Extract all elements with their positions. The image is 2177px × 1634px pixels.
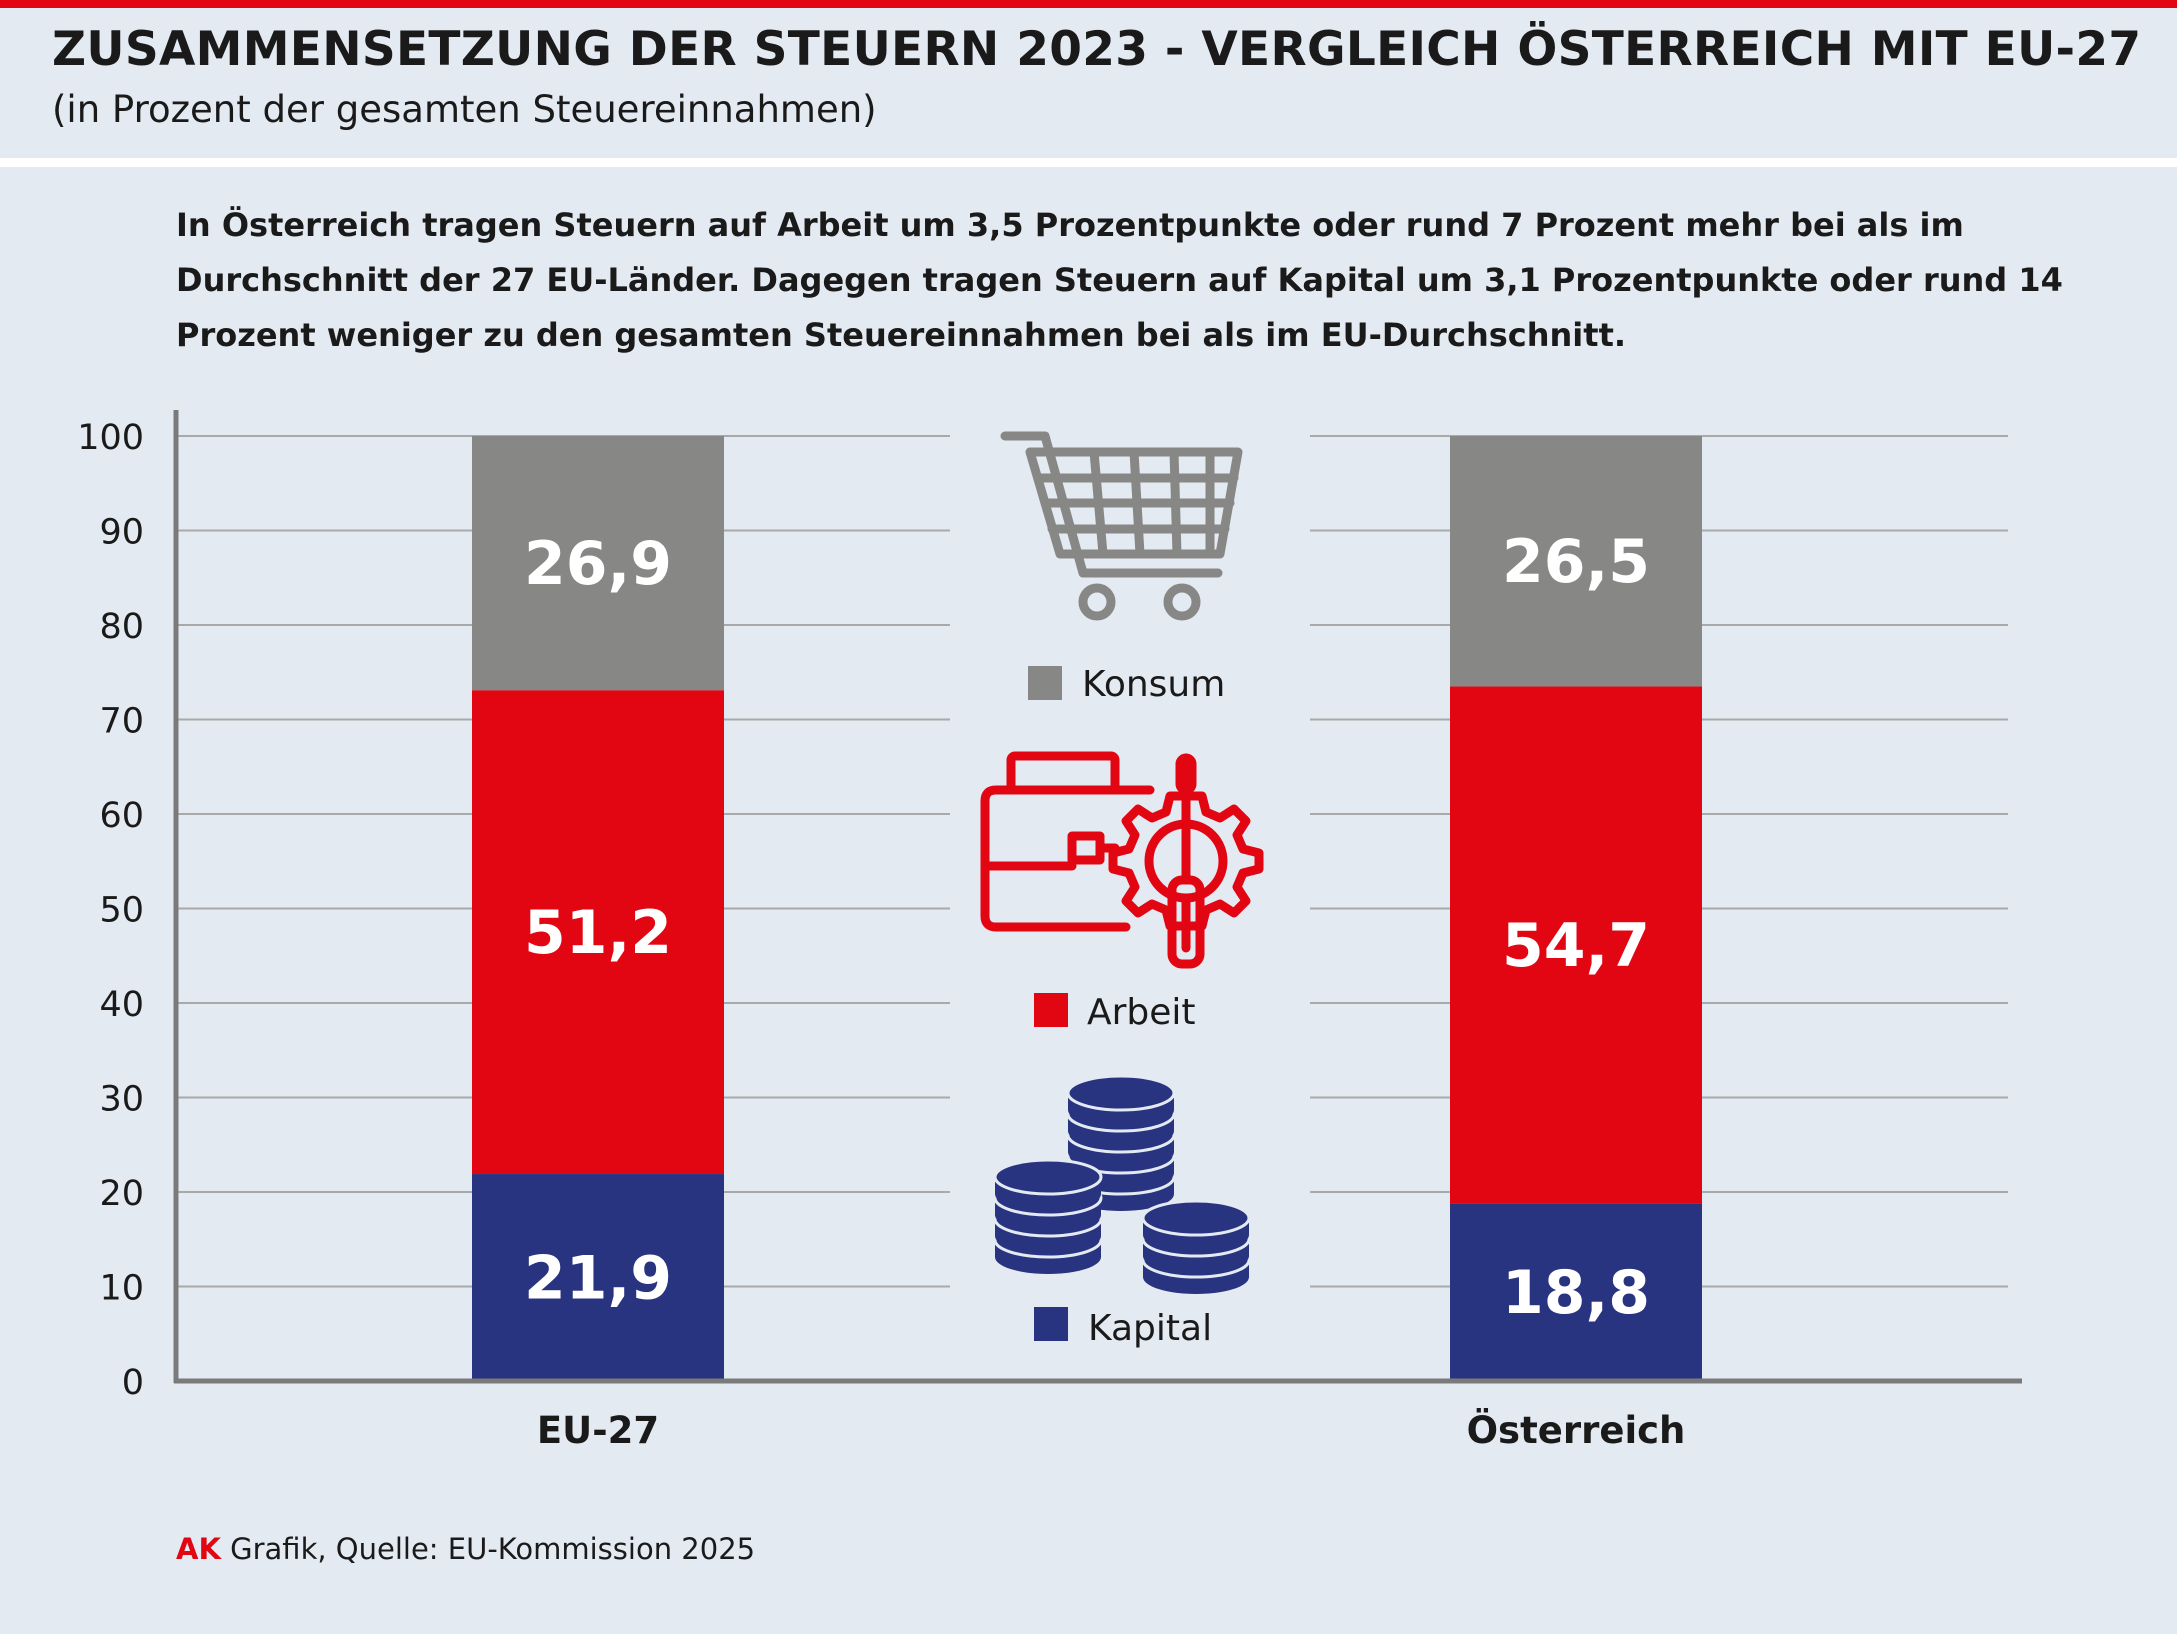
y-tick-label: 30: [99, 1080, 144, 1120]
legend-label-arbeit: Arbeit: [1087, 992, 1196, 1033]
data-label: 54,7: [1502, 911, 1650, 981]
y-tick-label: 20: [99, 1174, 144, 1214]
data-label: 18,8: [1502, 1258, 1650, 1328]
chart-title: ZUSAMMENSETZUNG DER STEUERN 2023 - VERGL…: [52, 22, 2142, 77]
top-accent-bar: [0, 0, 2177, 8]
description-line: In Österreich tragen Steuern auf Arbeit …: [176, 206, 1964, 244]
legend-swatch-arbeit: [1034, 993, 1068, 1027]
source-footer: AK Grafik, Quelle: EU-Kommission 2025: [176, 1532, 755, 1566]
y-tick-label: 0: [122, 1363, 144, 1403]
x-category-label: EU-27: [537, 1409, 659, 1452]
description-text: In Österreich tragen Steuern auf Arbeit …: [176, 198, 2076, 363]
shopping-cart-icon: [1000, 431, 1243, 621]
bar-segment-arbeit: [1450, 686, 1702, 1204]
legend-swatch-konsum: [1028, 666, 1062, 700]
y-tick-label: 60: [99, 796, 144, 836]
description-line: Prozent weniger zu den gesamten Steuerei…: [176, 316, 1627, 354]
header-band: [0, 8, 2177, 158]
y-tick-label: 100: [77, 418, 144, 458]
legend-label-kapital: Kapital: [1088, 1308, 1212, 1349]
bars-layer: 21,9 51,2 26,9 18,8 54,7 26,5: [472, 436, 1702, 1381]
chart-subtitle: (in Prozent der gesamten Steuereinnahmen…: [52, 88, 877, 131]
legend-label-konsum: Konsum: [1082, 664, 1225, 705]
data-label: 51,2: [524, 898, 672, 968]
y-tick-label: 80: [99, 607, 144, 647]
y-tick-label: 70: [99, 702, 144, 742]
bar-segment-konsum: [472, 436, 724, 691]
data-label: 26,5: [1502, 527, 1650, 597]
brand-label: AK: [176, 1532, 221, 1566]
y-tick-label: 10: [99, 1269, 144, 1309]
data-label: 26,9: [524, 529, 672, 599]
bar-segment-kapital: [472, 1174, 724, 1381]
bar-segment-konsum: [1450, 436, 1702, 687]
legend-swatch-kapital: [1034, 1307, 1068, 1341]
y-tick-label: 40: [99, 985, 144, 1025]
data-label: 21,9: [524, 1244, 672, 1314]
y-tick-label: 90: [99, 513, 144, 553]
axis-layer: 0 10 20 30 40 50 60 70 80 90 100 EU-27 Österreich: [77, 410, 2022, 1452]
coin-stacks-icon: [993, 1074, 1251, 1294]
bar-segment-arbeit: [472, 690, 724, 1175]
x-category-label: Österreich: [1467, 1408, 1686, 1452]
header-separator: [0, 158, 2177, 167]
bar-segment-kapital: [1450, 1203, 1702, 1381]
description-line: Durchschnitt der 27 EU-Länder. Dagegen t…: [176, 261, 2063, 299]
source-text: Grafik, Quelle: EU-Kommission 2025: [220, 1532, 756, 1566]
toolbox-gear-screwdriver-icon: [980, 751, 1264, 969]
y-tick-label: 50: [99, 891, 144, 931]
